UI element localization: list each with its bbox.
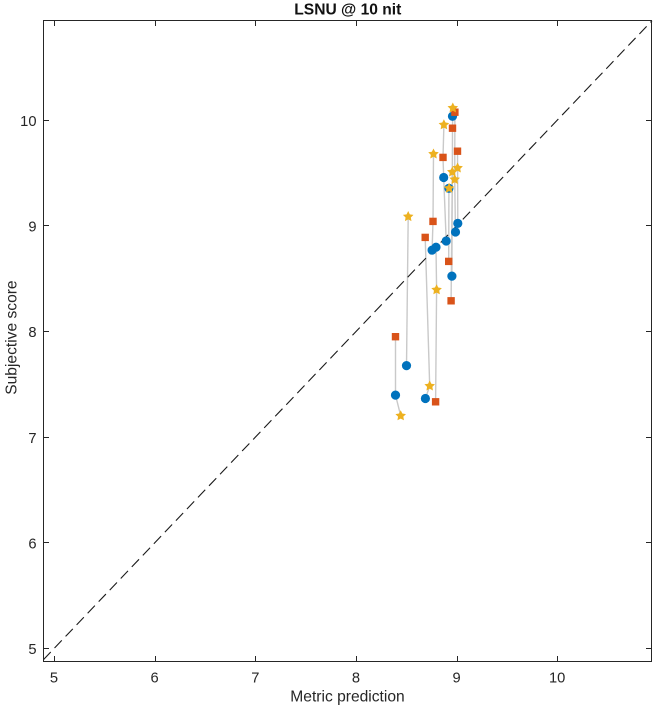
svg-text:7: 7 (251, 671, 259, 687)
svg-text:5: 5 (28, 642, 36, 658)
svg-text:8: 8 (28, 325, 36, 341)
svg-text:6: 6 (151, 671, 159, 687)
svg-text:8: 8 (352, 671, 360, 687)
svg-text:10: 10 (549, 671, 565, 687)
svg-text:6: 6 (28, 537, 36, 553)
svg-text:5: 5 (50, 671, 58, 687)
svg-text:9: 9 (453, 671, 461, 687)
svg-text:7: 7 (28, 431, 36, 447)
svg-text:LSNU @ 10 nit: LSNU @ 10 nit (294, 2, 401, 19)
svg-text:10: 10 (20, 114, 36, 130)
svg-text:Subjective score: Subjective score (4, 280, 21, 394)
svg-text:9: 9 (28, 220, 36, 236)
svg-text:Metric prediction: Metric prediction (290, 689, 404, 706)
